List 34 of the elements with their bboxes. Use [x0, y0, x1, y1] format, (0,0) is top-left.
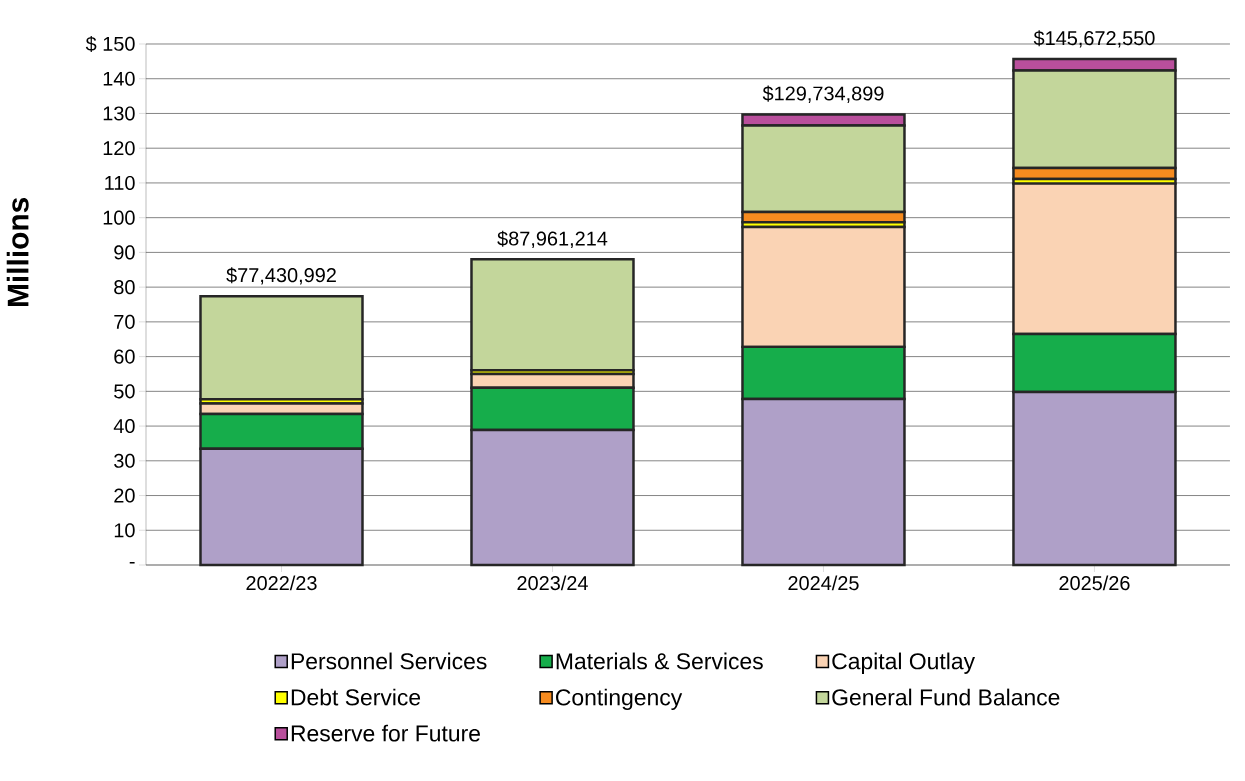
bar — [470, 258, 635, 372]
y-tick-label: 130 — [103, 106, 135, 121]
y-tick-label: 100 — [103, 210, 135, 225]
bar — [199, 294, 364, 401]
annotation: $77,430,992 — [226, 267, 336, 285]
y-tick-label: 60 — [114, 349, 135, 364]
x-tick-label: 2022/23 — [246, 575, 317, 591]
x-tick-label: 2023/24 — [517, 575, 588, 591]
y-tick-label: 140 — [103, 71, 135, 86]
annotation: $129,734,899 — [762, 85, 884, 103]
legend-label: General Fund Balance — [832, 688, 1060, 706]
y-tick-label: 90 — [114, 245, 135, 260]
legend-label: Capital Outlay — [832, 652, 976, 674]
y-tick-label: $ 150 — [85, 35, 135, 53]
y-tick-label: 70 — [114, 314, 135, 329]
legend-label: Contingency — [556, 688, 683, 710]
y-tick-label: 10 — [114, 523, 135, 538]
y-tick-label: 80 — [114, 280, 135, 295]
y-tick-label: 20 — [114, 488, 135, 503]
legend-label: Reserve for Future — [291, 724, 480, 742]
x-tick-label: 2024/25 — [788, 575, 859, 591]
annotation: $145,672,550 — [1033, 30, 1155, 48]
x-tick-label: 2025/26 — [1059, 575, 1130, 591]
y-tick-label: 30 — [114, 453, 135, 468]
y-tick-label: - — [129, 561, 135, 564]
y-tick-label: 110 — [105, 175, 135, 190]
y-axis-title: Millions — [6, 197, 29, 307]
legend-label: Materials & Services — [556, 652, 763, 670]
y-tick-label: 40 — [113, 419, 135, 434]
y-tick-label: 120 — [103, 141, 135, 156]
annotation: $87,961,214 — [497, 230, 608, 248]
legend-label: Personnel Services — [291, 652, 487, 670]
y-tick-label: 50 — [114, 384, 135, 399]
legend-label: Debt Service — [291, 688, 421, 706]
